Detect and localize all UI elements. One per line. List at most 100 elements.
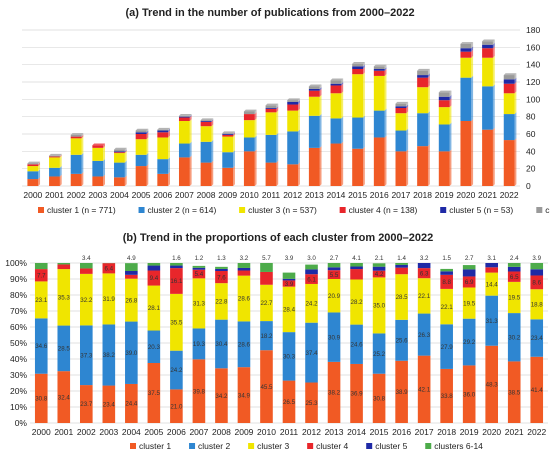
chart-a-xtick-2020: 2020 (456, 190, 475, 200)
chart-a-bar-2020-1 (460, 77, 472, 121)
chart-b-bar-2009-4 (237, 267, 251, 271)
chart-b-xtick-2013: 2013 (325, 427, 344, 437)
chart-a-bar-side-2015-5 (363, 62, 365, 67)
chart-a-ytick-0: 0 (526, 181, 531, 191)
chart-a-bar-2021-2 (482, 57, 493, 87)
chart-b-bar-2019-5 (462, 265, 476, 270)
chart-b-bar-2010-3 (260, 271, 273, 285)
chart-a-bar-side-2014-4 (341, 81, 344, 86)
chart-b-bar-2011-0 (282, 380, 296, 423)
chart-b-bar-2010-1 (260, 321, 273, 351)
chart-a-bar-side-2013-5 (319, 84, 322, 89)
chart-b-xtick-2022: 2022 (527, 427, 546, 437)
chart-b-bar-2014-5 (350, 263, 363, 267)
chart-a-bar-side-2022-0 (514, 138, 517, 186)
chart-b-label-2013-2: 20.9 (328, 293, 341, 300)
chart-a-bar-2008-3 (200, 121, 212, 127)
chart-a-bar-side-2016-4 (384, 67, 387, 71)
chart-a-bar-2012-2 (287, 110, 299, 132)
chart-b-xtick-2015: 2015 (370, 427, 389, 437)
chart-a-bar-2017-3 (395, 108, 407, 114)
chart-b-xtick-2004: 2004 (122, 427, 141, 437)
chart-a-bar-2021-0 (482, 129, 493, 186)
chart-a-bar-side-2003-2 (103, 146, 105, 161)
chart-a-bar-2017-2 (395, 113, 407, 131)
legend-label-1: cluster 2 (n = 614) (148, 205, 217, 215)
chart-a-bar-side-2015-1 (363, 115, 365, 149)
chart-a-xtick-2003: 2003 (88, 190, 107, 200)
chart-a-bar-side-2021-2 (492, 55, 495, 87)
chart-b-label-2016-1: 25.6 (396, 337, 409, 344)
chart-b-bar-2003-1 (102, 324, 116, 386)
chart-a-bar-2005-2 (135, 139, 147, 155)
chart-b-bar-2013-4 (327, 267, 341, 271)
chart-a-bar-2019-5 (438, 92, 450, 97)
chart-b-bar-2008-2 (215, 283, 228, 320)
chart-cluster-proportions: (b) Trend in the proportions of each clu… (5, 232, 548, 451)
chart-a-ytick-9: 180 (526, 25, 540, 35)
chart-b-label-2011-1: 30.3 (283, 354, 296, 361)
chart-a-bar-side-2009-0 (233, 166, 235, 186)
chart-a-bar-2008-5 (200, 120, 212, 121)
chart-b-label-2000-2: 23.1 (35, 297, 48, 304)
chart-a-bar-2009-4 (222, 134, 234, 135)
chart-b-xtick-2000: 2000 (32, 427, 51, 437)
chart-a-bar-top-2003 (92, 143, 105, 146)
chart-b-label-2012-0: 25.3 (305, 400, 318, 407)
chart-a-bar-top-2017 (395, 101, 409, 104)
chart-a-bar-2010-2 (243, 120, 255, 138)
chart-a-bar-side-2008-0 (211, 160, 214, 186)
chart-a-bar-2015-3 (352, 69, 364, 75)
chart-a-bar-side-2022-5 (514, 73, 517, 80)
chart-b-bar-2015-2 (372, 277, 386, 334)
chart-a-bar-side-2009-5 (233, 131, 235, 134)
chart-a-bar-side-2003-1 (103, 159, 105, 177)
chart-b-xtick-2011: 2011 (280, 427, 299, 437)
chart-a-bar-top-2009 (222, 131, 235, 134)
chart-a-bar-side-2009-3 (233, 133, 235, 137)
chart-a-bar-2006-1 (157, 159, 169, 174)
chart-a-bar-2009-0 (222, 167, 234, 186)
chart-b-bar-2005-0 (147, 363, 161, 423)
chart-a-bar-side-2006-1 (168, 157, 170, 174)
chart-b-bar-2011-2 (282, 286, 296, 333)
chart-b-label-2018-0: 33.8 (441, 393, 454, 400)
chart-b-bar-2007-4 (192, 267, 206, 270)
chart-a-bar-top-2004 (114, 147, 127, 150)
chart-b-label-2000-1: 34.6 (35, 343, 48, 350)
chart-b-ytick-10: 100% (5, 258, 27, 268)
chart-b-bar-2006-5 (170, 263, 183, 266)
chart-a-bar-2020-2 (460, 57, 472, 78)
legend-label-2: cluster 3 (n = 537) (248, 205, 317, 215)
chart-a-bar-side-2014-5 (341, 78, 344, 84)
chart-a-xtick-2005: 2005 (132, 190, 151, 200)
chart-b-bar-2013-1 (327, 312, 341, 362)
chart-a-bar-2006-0 (157, 173, 169, 186)
chart-a-bar-top-2008 (200, 118, 214, 121)
chart-b-label-2001-2: 35.3 (58, 295, 71, 302)
chart-b-bar-2018-0 (440, 368, 453, 423)
chart-a-bar-side-2015-2 (363, 72, 365, 118)
chart-b-xtick-2012: 2012 (302, 427, 321, 437)
chart-a-bar-2019-0 (438, 151, 450, 186)
chart-b-bar-2017-0 (417, 355, 431, 423)
chart-a-bar-2004-3 (114, 152, 125, 154)
chart-a-bar-2002-5 (70, 134, 82, 137)
chart-a-bar-2018-4 (417, 75, 428, 78)
chart-b-label-2019-1: 29.2 (463, 339, 476, 346)
chart-a-bar-side-2004-1 (124, 160, 127, 178)
legend-label-4: cluster 5 (375, 441, 407, 451)
chart-b-bar-2008-4 (215, 268, 228, 271)
chart-a-xtick-2001: 2001 (45, 190, 64, 200)
chart-a-bar-side-2019-2 (449, 105, 452, 125)
chart-a-bar-side-2021-3 (492, 46, 495, 58)
chart-a-bar-2007-2 (178, 121, 190, 144)
chart-a-bar-2010-1 (243, 137, 255, 152)
chart-a-bar-2013-5 (308, 86, 320, 89)
chart-b-label-2009-0: 34.9 (238, 392, 251, 399)
chart-a-bar-2018-2 (417, 87, 428, 114)
chart-a-bar-2017-1 (395, 130, 407, 152)
chart-b-bar-2018-2 (440, 288, 453, 325)
chart-b-bar-2022-3 (530, 275, 544, 290)
chart-a-bar-side-2015-4 (363, 64, 365, 69)
